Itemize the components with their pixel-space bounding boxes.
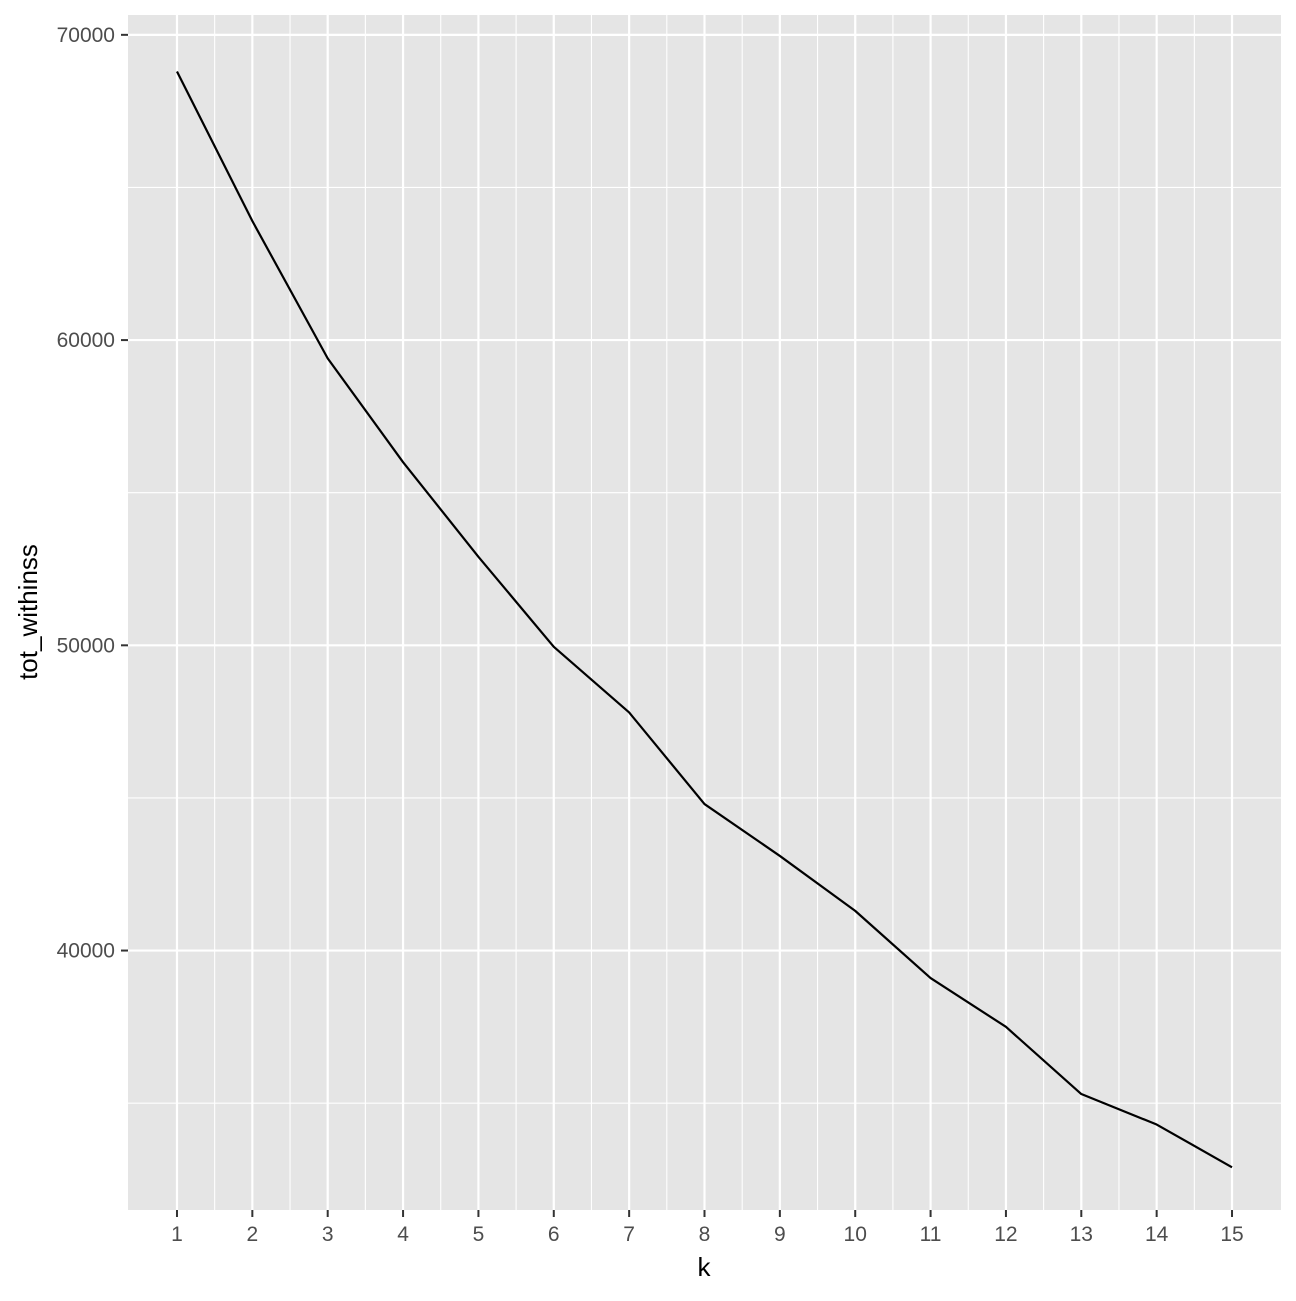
y-tick-label: 70000: [57, 24, 115, 47]
x-axis-title: k: [698, 1252, 712, 1282]
x-tick-label: 14: [1145, 1223, 1169, 1246]
y-axis: 40000 50000 60000 70000: [57, 24, 128, 963]
y-tick-label: 50000: [57, 634, 115, 657]
x-tick-label: 3: [322, 1223, 334, 1246]
series-line: [175, 70, 1233, 1169]
y-axis-title: tot_withinss: [13, 544, 43, 680]
x-tick-label: 9: [774, 1223, 786, 1246]
x-tick-label: 13: [1070, 1223, 1093, 1246]
series-layer: [175, 70, 1233, 1169]
x-tick-label: 11: [920, 1223, 942, 1246]
x-tick-label: 4: [397, 1223, 409, 1246]
x-tick-label: 10: [844, 1223, 867, 1246]
y-tick-label: 40000: [57, 940, 115, 963]
x-tick-label: 8: [699, 1223, 711, 1246]
x-axis: 1 2 3 4 5 6 7 8 9 10 11 12 13 14 15: [171, 1210, 1244, 1246]
major-gridlines: [128, 15, 1281, 1210]
x-tick-label: 5: [473, 1223, 485, 1246]
x-tick-label: 2: [246, 1223, 258, 1246]
y-tick-label: 60000: [57, 329, 115, 352]
x-tick-label: 12: [994, 1223, 1017, 1246]
x-tick-label: 7: [623, 1223, 635, 1246]
x-tick-label: 6: [548, 1223, 560, 1246]
x-tick-label: 1: [171, 1223, 183, 1246]
x-tick-label: 15: [1220, 1223, 1243, 1246]
